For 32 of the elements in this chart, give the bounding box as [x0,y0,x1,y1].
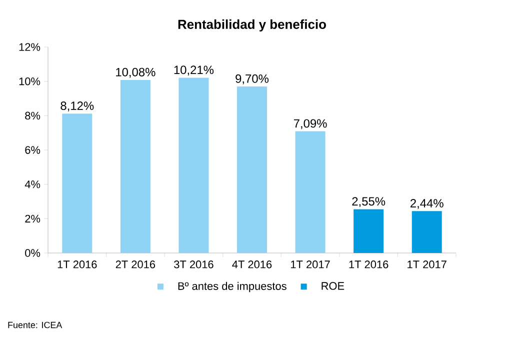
data-label: 10,21% [174,66,214,76]
bar [237,86,268,253]
data-label: 7,09% [294,119,327,130]
x-tick-label: 1T 2016 [349,260,388,268]
y-tick-label: 4% [24,180,40,188]
y-tick-label: 6% [25,146,40,154]
data-label: 9,70% [236,74,269,84]
data-label: 8,12% [60,102,94,112]
data-label: 10,08% [116,68,156,78]
source-note: Fuente: ICEA [8,322,62,328]
x-tick-label: 1T 2016 [58,260,97,268]
y-tick-label: 2% [25,214,40,223]
bar [178,78,209,253]
y-tick-label: 0% [25,249,40,257]
y-tick-label: 8% [25,112,40,120]
bar [412,211,442,253]
x-tick-label: 3T 2016 [174,260,214,268]
x-tick-label: 1T 2017 [291,260,330,268]
x-tick-label: 4T 2016 [232,260,272,268]
y-tick-label: 10% [19,77,40,86]
bar [62,114,92,253]
data-label: 2,55% [352,197,386,208]
x-tick-label: 2T 2016 [116,260,156,268]
bar [120,80,150,253]
data-label: 2,44% [410,199,444,209]
x-tick-label: 1T 2017 [408,260,446,268]
chart-title: Rentabilidad y beneficio [178,19,326,32]
legend-label: Bº antes de impuestos [178,282,286,292]
bar [354,209,384,253]
y-tick-label: 12% [19,43,40,51]
legend-label: ROE [322,282,344,290]
bar [295,131,326,253]
